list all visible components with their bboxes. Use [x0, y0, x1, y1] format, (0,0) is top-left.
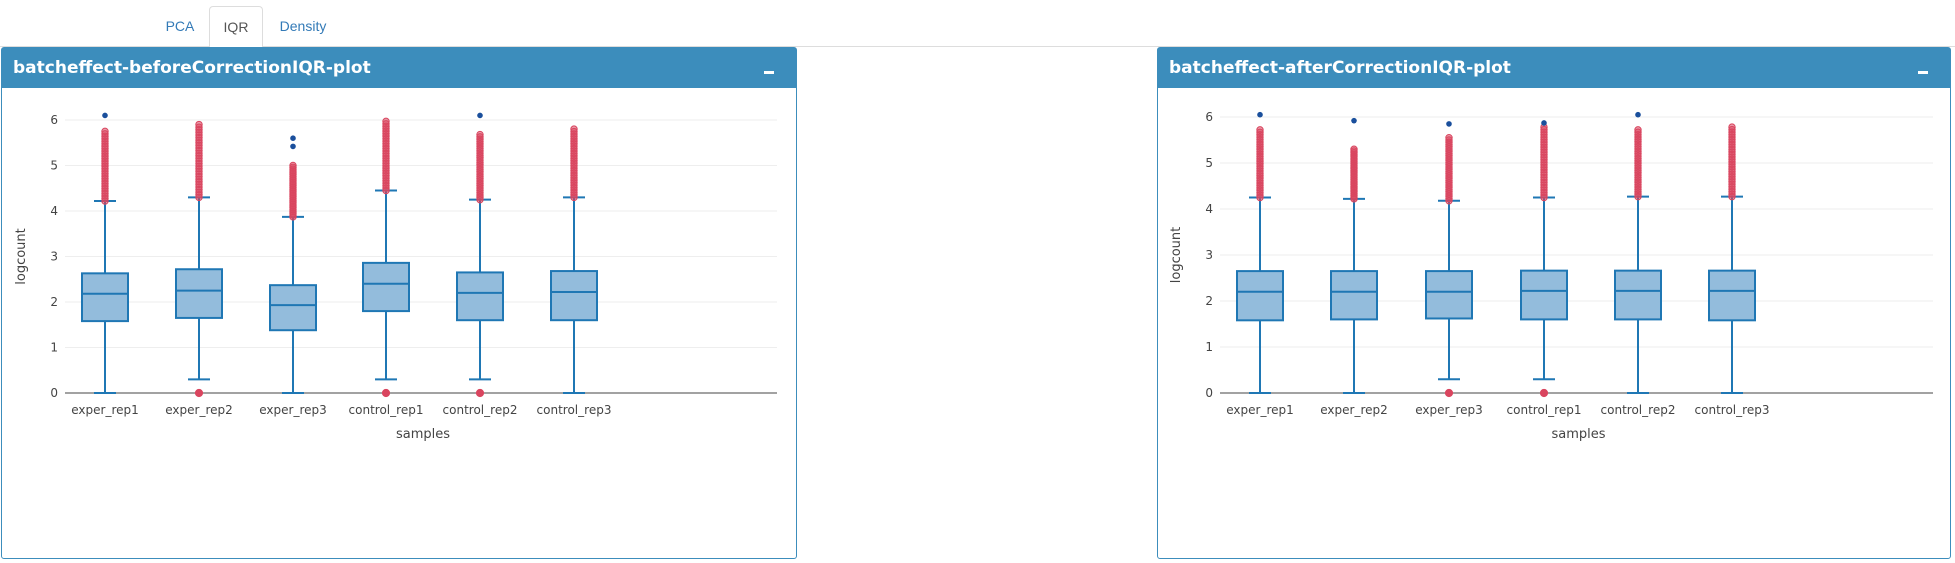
- box-control_rep2: [1614, 111, 1662, 394]
- box-exper_rep3: [1425, 121, 1473, 398]
- box-exper_rep3: [269, 135, 317, 394]
- outlier-point: [381, 388, 391, 398]
- outlier-point: [1634, 126, 1642, 134]
- y-tick-label: 5: [50, 159, 58, 173]
- x-tick-label: exper_rep3: [259, 403, 327, 417]
- outlier-point: [570, 125, 578, 133]
- extreme-outlier-point: [102, 112, 108, 119]
- y-tick-label: 2: [1205, 294, 1213, 308]
- iqr-box: [1330, 270, 1378, 321]
- extreme-outlier-point: [1635, 111, 1641, 118]
- extreme-outlier-point: [290, 143, 296, 150]
- outlier-point: [1539, 388, 1549, 398]
- x-tick-label: control_rep2: [443, 403, 518, 417]
- panel-before-correction: batcheffect-beforeCorrectionIQR-plot 0 1 2…: [1, 47, 797, 559]
- box-exper_rep1: [1236, 111, 1284, 394]
- iqr-boxplot-after: 0 1 2 3 4 5 6 logcount samples exper_rep1 exper_re…: [1169, 110, 1933, 442]
- iqr-box: [456, 271, 504, 322]
- outlier-point: [1728, 123, 1736, 131]
- outlier-point: [101, 127, 109, 136]
- x-tick-label: exper_rep1: [1226, 403, 1294, 417]
- y-tick-label: 6: [1205, 110, 1213, 124]
- iqr-box: [1236, 270, 1284, 322]
- x-tick-label: control_rep1: [349, 403, 424, 417]
- tab-density[interactable]: Density: [279, 18, 327, 34]
- box-control_rep1: [1520, 120, 1568, 398]
- minus-icon[interactable]: [1918, 71, 1928, 74]
- x-tick-label: exper_rep3: [1415, 403, 1483, 417]
- outlier-point: [289, 161, 297, 170]
- y-tick-label: 0: [50, 386, 58, 400]
- y-tick-label: 5: [1205, 156, 1213, 170]
- extreme-outlier-point: [290, 135, 296, 141]
- outlier-point: [1256, 126, 1264, 134]
- y-tick-label: 1: [1205, 340, 1213, 354]
- panel-title: batcheffect-beforeCorrectionIQR-plot: [13, 58, 371, 78]
- panel-header: batcheffect-afterCorrectionIQR-plot: [1158, 48, 1950, 88]
- outlier-point: [1350, 145, 1358, 153]
- y-tick-label: 2: [50, 295, 58, 309]
- extreme-outlier-point: [1351, 117, 1357, 124]
- y-tick-label: 6: [50, 113, 58, 127]
- iqr-boxplot-before: 0 1 2 3 4 5 6 logcount samples exper_rep1 exper_re…: [14, 112, 777, 442]
- y-tick-label: 3: [1205, 248, 1213, 262]
- x-tick-label: control_rep1: [1507, 403, 1582, 417]
- outlier-point: [475, 388, 485, 398]
- box-control_rep1: [362, 117, 410, 398]
- panel-after-correction: batcheffect-afterCorrectionIQR-plot 0 1 2 3…: [1157, 47, 1951, 559]
- y-axis-title: logcount: [14, 228, 29, 285]
- x-tick-label: exper_rep2: [1320, 403, 1388, 417]
- extreme-outlier-point: [1257, 111, 1263, 118]
- x-tick-label: control_rep2: [1601, 403, 1676, 417]
- outlier-point: [382, 117, 390, 126]
- iqr-box: [269, 284, 317, 332]
- extreme-outlier-point: [477, 112, 483, 119]
- x-tick-label: exper_rep1: [71, 403, 139, 417]
- x-tick-label: exper_rep2: [165, 403, 233, 417]
- y-tick-label: 4: [50, 204, 58, 218]
- outlier-point: [476, 130, 484, 139]
- extreme-outlier-point: [1446, 121, 1452, 127]
- minus-icon[interactable]: [764, 71, 774, 74]
- panel-header: batcheffect-beforeCorrectionIQR-plot: [2, 48, 796, 88]
- iqr-box: [1614, 269, 1662, 321]
- iqr-box: [175, 268, 223, 319]
- iqr-box: [1520, 269, 1568, 321]
- box-control_rep2: [456, 112, 504, 398]
- outlier-point: [1445, 134, 1453, 142]
- y-axis-title: logcount: [1169, 227, 1184, 284]
- outlier-point: [1444, 388, 1454, 398]
- box-exper_rep2: [1330, 117, 1378, 394]
- x-tick-label: control_rep3: [1695, 403, 1770, 417]
- iqr-box: [81, 272, 129, 323]
- x-tick-label: control_rep3: [537, 403, 612, 417]
- y-tick-label: 1: [50, 341, 58, 355]
- box-exper_rep1: [81, 112, 129, 394]
- iqr-box: [550, 270, 598, 322]
- tab-iqr[interactable]: IQR: [209, 6, 263, 48]
- iqr-box: [1708, 269, 1756, 322]
- box-control_rep3: [550, 125, 598, 394]
- box-exper_rep2: [175, 120, 223, 398]
- panel-title: batcheffect-afterCorrectionIQR-plot: [1169, 58, 1511, 78]
- extreme-outlier-point: [1541, 120, 1547, 126]
- y-tick-label: 3: [50, 250, 58, 264]
- x-axis-title: samples: [1551, 427, 1605, 442]
- y-tick-label: 4: [1205, 202, 1213, 216]
- outlier-point: [195, 120, 203, 129]
- outlier-point: [194, 388, 204, 398]
- iqr-box: [1425, 270, 1473, 320]
- x-axis-title: samples: [396, 427, 450, 442]
- tab-pca[interactable]: PCA: [165, 18, 195, 34]
- tab-bar: PCA IQR Density: [0, 0, 1955, 48]
- box-control_rep3: [1708, 123, 1756, 394]
- y-tick-label: 0: [1205, 386, 1213, 400]
- iqr-box: [362, 261, 410, 313]
